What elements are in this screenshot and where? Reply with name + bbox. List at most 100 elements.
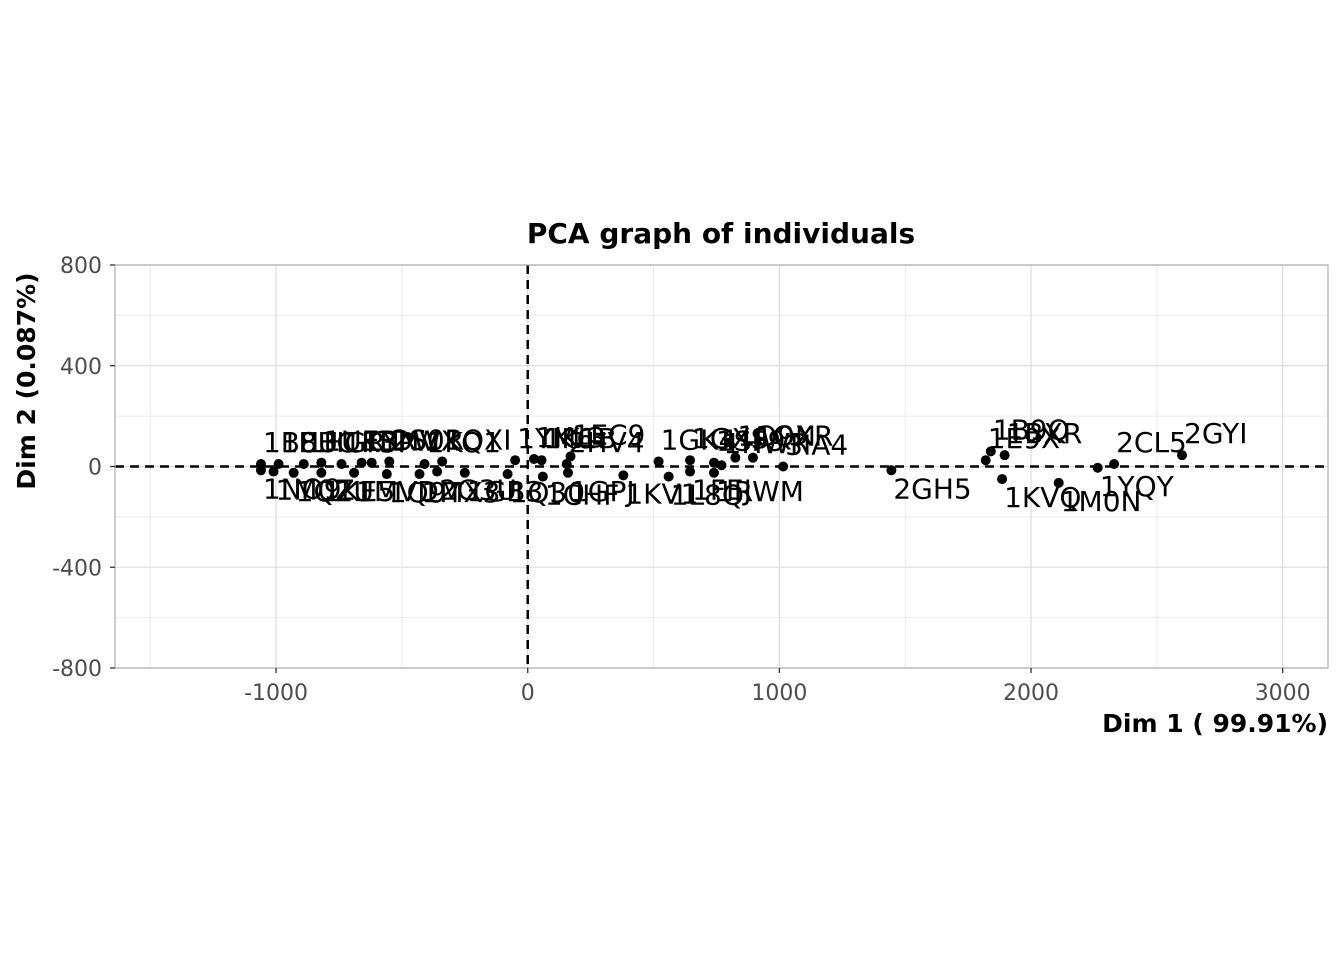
x-tick-label: 2000 [1003,681,1059,706]
point-label: 1QXR [755,420,834,453]
data-point [997,474,1008,485]
data-point [747,452,758,463]
data-point [255,465,266,476]
point-label: 1UEB [323,425,398,458]
data-point [618,470,629,481]
point-label: 1DWX [374,425,460,458]
x-tick-label: 3000 [1255,681,1311,706]
point-label: 1Q30 [510,476,585,509]
point-label: 1KL3 [536,421,606,454]
data-point [565,451,576,462]
data-point [414,469,425,480]
point-label: 1CHF [545,479,620,512]
x-axis-ticks: -1000 0 1000 2000 3000 [244,668,1311,706]
y-tick-label: 0 [88,456,102,481]
data-point [685,455,696,466]
point-label: 2GYI [1184,417,1247,450]
data-point [384,456,395,467]
y-axis-title: Dim 2 (0.087%) [12,272,41,489]
point-label: 1GXS [692,422,768,455]
data-point [336,458,347,469]
point-label: 1Q2U [296,475,374,508]
point-label: 1KO1 [427,426,502,459]
chart-title: PCA graph of individuals [527,217,915,250]
x-axis-title: Dim 1 ( 99.91%) [1102,709,1328,738]
point-label: 1YM6 [517,422,594,455]
data-point [708,467,719,478]
point-label: 1BXR [1007,417,1083,450]
data-point [316,457,327,468]
data-point [349,467,360,478]
data-point [980,455,991,466]
data-point [316,467,327,478]
data-point [653,456,664,467]
data-point [778,461,789,472]
y-tick-label: 400 [60,355,102,380]
y-tick-label: -400 [52,556,102,581]
data-points [255,446,1188,488]
point-label: 1Q9T [389,476,465,509]
point-label: 1KVQ [1004,481,1081,514]
point-label: 1KV1 [625,477,698,510]
data-point [529,453,540,464]
point-label: 1HWR [724,427,810,460]
data-point [298,458,309,469]
data-point [562,467,573,478]
data-point [1177,450,1188,461]
point-label: 1KE5 [323,475,395,508]
point-label: 1L8Q [671,479,744,512]
data-point [366,457,377,468]
data-point [1092,462,1103,473]
data-point [459,467,470,478]
point-label: 1QXI [444,423,511,456]
point-label: 2S0R [391,423,464,456]
point-label: 1E9X [988,422,1061,455]
data-point [268,466,279,477]
point-label: 1RWM [716,475,804,508]
y-tick-label: 800 [60,254,102,279]
point-label: 1YQY [1100,470,1175,503]
point-label: 2GH5 [893,472,971,505]
data-point [288,467,299,478]
point-label: 1FEJ [692,474,752,507]
data-point [356,457,367,468]
data-point [985,446,996,457]
data-point [419,458,430,469]
point-label: 1HGR [306,426,386,459]
y-axis-ticks: -800 -400 0 400 800 [52,254,115,682]
data-point [502,469,513,480]
point-label: 2CL5 [1116,426,1187,459]
data-point [273,458,284,469]
point-label: 1SF9 [716,425,786,458]
point-label: 1M0N [1061,485,1142,518]
data-point [730,452,741,463]
point-label: 1GPJ [570,475,635,508]
point-label: 1GB3 [467,475,544,508]
x-tick-label: 0 [521,681,535,706]
data-point [381,469,392,480]
point-label: 1B8U [263,426,338,459]
data-point [663,471,674,482]
point-label: 1K3P [343,426,414,459]
point-label: 3IA4 [785,429,848,462]
point-label: 1Q9N [737,420,816,453]
data-point [510,455,521,466]
point-label: 1BBC [281,426,356,459]
point-label: 1EC9 [573,418,646,451]
x-tick-label: -1000 [244,681,308,706]
point-label: 1M0Z [276,474,355,507]
data-point [708,457,719,468]
point-label: 1NO9 [263,472,342,505]
data-point [536,455,547,466]
point-label: 1K1B [544,422,617,455]
y-tick-label: -800 [52,657,102,682]
data-point [437,456,448,467]
data-point [685,466,696,477]
data-point [432,466,443,477]
point-label: 1MX3 [422,476,501,509]
x-tick-label: 1000 [751,681,807,706]
data-point [1109,458,1120,469]
